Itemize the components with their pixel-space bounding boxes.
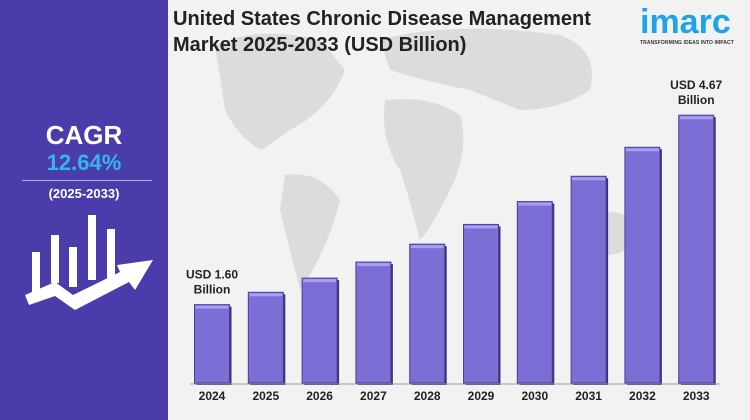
bar-highlight [625,148,659,152]
bar-2024 [194,304,230,384]
logo-tagline: TRANSFORMING IDEAS INTO IMPACT [640,40,734,46]
title-line-1: United States Chronic Disease Management [173,8,591,30]
growth-chart-icon [25,215,153,310]
x-tick-label: 2024 [199,389,226,403]
x-tick-label: 2033 [683,389,710,403]
x-tick-label: 2029 [468,389,495,403]
bar-highlight [356,263,390,267]
bar-highlight [464,225,498,229]
x-tick-label: 2031 [575,389,602,403]
data-label-unit: Billion [194,283,231,297]
bar-highlight [572,177,606,181]
bar-highlight [410,245,444,249]
chart-title: United States Chronic Disease Management… [173,6,643,58]
bar-2029 [463,223,499,384]
cagr-value: 12.64% [46,150,122,175]
cagr-period: (2025-2033) [48,186,120,201]
bar-2030 [516,201,553,384]
x-tick-label: 2028 [414,389,441,403]
bar-2025 [247,291,284,384]
data-label: USD 1.60 [186,268,238,282]
bar-2026 [301,277,338,384]
bar-highlight [249,293,283,297]
bar-2032 [624,146,661,384]
data-label-unit: Billion [678,93,715,107]
cagr-panel: CAGR 12.64% (2025-2033) [0,0,168,420]
bar-highlight [303,279,337,283]
x-tick-label: 2032 [629,389,656,403]
divider [22,180,152,181]
bar-highlight [195,305,229,309]
x-tick-label: 2027 [360,389,387,403]
cagr-label: CAGR [45,120,123,150]
title-line-2: Market 2025-2033 (USD Billion) [173,34,467,56]
bar-highlight [679,116,713,120]
imarc-logo: imarc TRANSFORMING IDEAS INTO IMPACT [640,4,748,46]
bar-2028 [409,243,446,384]
bar-2027 [355,261,392,384]
x-tick-label: 2030 [521,389,548,403]
logo-wordmark: imarc [640,3,731,41]
bar-highlight [518,202,552,206]
bar-2031 [570,175,607,384]
bar-2033 [678,114,715,384]
x-tick-label: 2025 [252,389,279,403]
data-label: USD 4.67 [670,78,722,92]
x-tick-label: 2026 [306,389,333,403]
